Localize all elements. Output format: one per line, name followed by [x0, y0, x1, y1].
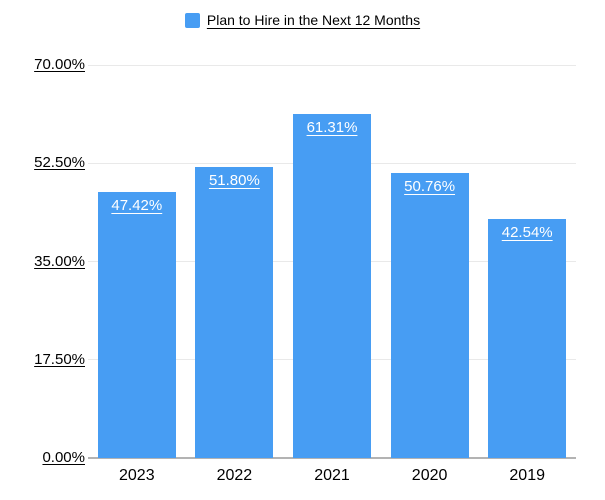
bar-2019[interactable]: [488, 219, 567, 458]
bar-value-label: 50.76%: [404, 178, 456, 196]
y-axis-tick-label: 17.50%: [34, 350, 85, 368]
bar-2023[interactable]: [97, 191, 176, 458]
y-axis-tick-label: 35.00%: [34, 252, 85, 270]
x-axis-tick-label: 2022: [216, 467, 253, 484]
gridline: [88, 64, 576, 66]
bar-2021[interactable]: [293, 113, 371, 458]
chart-legend[interactable]: Plan to Hire in the Next 12 Months: [0, 12, 605, 28]
x-axis-line: [88, 457, 576, 459]
bar-value-label: 61.31%: [306, 118, 358, 136]
bar-value-label: 42.54%: [501, 224, 553, 242]
x-axis-tick-label: 2019: [509, 467, 545, 484]
bar-value-label: 47.42%: [111, 196, 163, 214]
x-axis-tick-label: 2021: [314, 467, 350, 484]
legend-label: Plan to Hire in the Next 12 Months: [206, 12, 421, 28]
y-axis-tick-label: 0.00%: [42, 449, 85, 466]
x-axis-tick-label: 2020: [411, 467, 448, 484]
bar-2020[interactable]: [390, 173, 469, 458]
bar-value-label: 51.80%: [208, 172, 260, 190]
y-axis-tick-label: 52.50%: [34, 154, 85, 172]
legend-swatch-icon: [184, 12, 200, 28]
x-axis-tick-label: 2023: [119, 467, 155, 484]
y-axis-tick-label: 70.00%: [34, 56, 85, 73]
bar-2022[interactable]: [195, 167, 274, 458]
